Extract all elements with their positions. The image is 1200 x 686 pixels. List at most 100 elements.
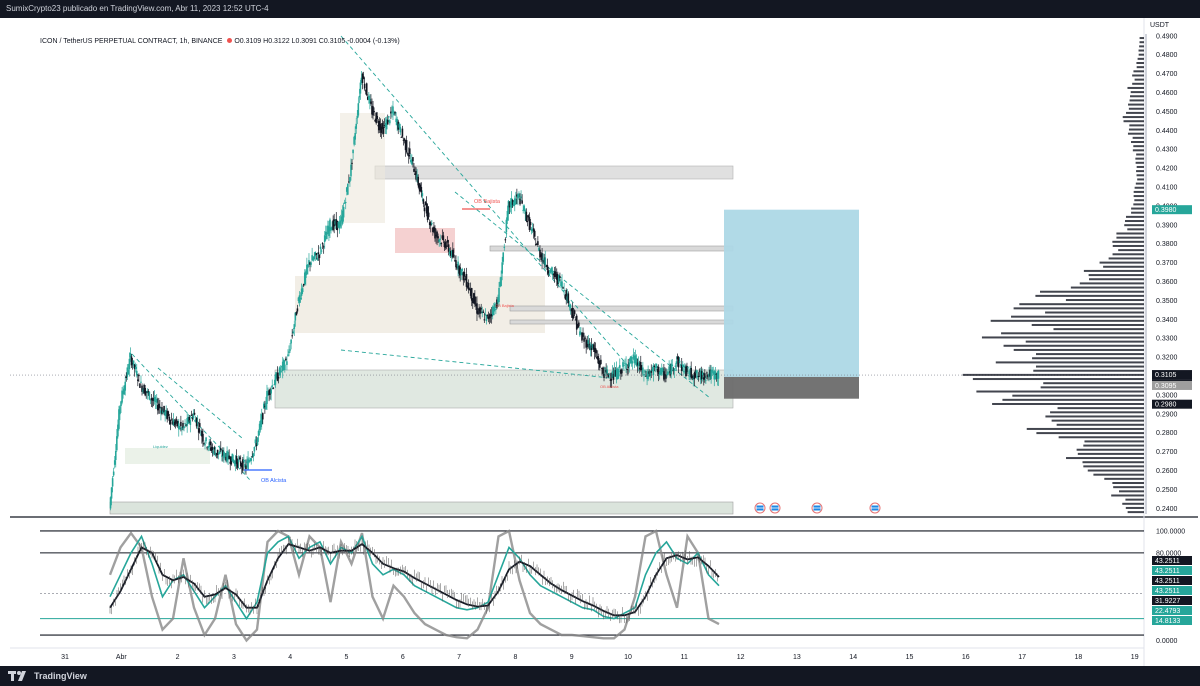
candle-body (156, 405, 159, 411)
volume-profile-bar (1126, 111, 1144, 114)
volume-profile-bar (1093, 473, 1144, 476)
trendline-lower (340, 349, 611, 379)
event-flag-icon (754, 502, 766, 514)
candle-body (130, 356, 133, 366)
candle-body (148, 391, 151, 400)
candle-body (494, 304, 496, 308)
price-axis-tick: 0.3500 (1156, 298, 1178, 305)
candle-body (501, 262, 503, 274)
candle-body (652, 365, 655, 376)
candle-body (114, 451, 117, 461)
candle-body (671, 364, 674, 366)
tradingview-logo-icon (8, 671, 26, 681)
candle-body (483, 319, 486, 321)
candle-body (638, 367, 641, 370)
candle-body (646, 376, 648, 379)
candle-body (463, 271, 466, 277)
candle-body (150, 398, 153, 401)
candle-body (375, 112, 377, 124)
volume-profile-bar (1116, 236, 1144, 239)
time-axis-tick: 12 (737, 654, 745, 661)
candle-body (602, 367, 604, 374)
candle-body (331, 226, 333, 231)
candle-body (657, 366, 660, 375)
candle-body (246, 461, 248, 463)
candle-body (611, 371, 614, 378)
base-zone (109, 501, 734, 515)
candle-body (487, 316, 490, 320)
candle-body (688, 375, 690, 377)
event-flag-icon (869, 502, 881, 514)
volume-profile-bar (1127, 86, 1144, 89)
candle-body (347, 183, 349, 195)
volume-profile-bar (962, 373, 1144, 376)
volume-profile-bar (1013, 307, 1144, 310)
volume-profile-bar (1025, 340, 1144, 343)
supply-zone-3 (509, 319, 734, 325)
candle-body (236, 459, 239, 468)
price-axis-tick: 0.2700 (1156, 449, 1178, 456)
candle-body (370, 101, 372, 104)
candle-body (503, 246, 506, 248)
target-price-tag-bg (1152, 205, 1192, 215)
scrollbar-track (1145, 34, 1147, 514)
candle-body (575, 315, 578, 330)
candle-body (357, 103, 360, 116)
candle-body (110, 487, 113, 499)
candle-body (166, 410, 169, 420)
candle-body (677, 356, 680, 368)
candle-body (398, 123, 401, 128)
volume-profile-bar (1112, 253, 1144, 256)
candle-body (442, 235, 445, 241)
candle-body (282, 359, 285, 365)
candle-body (584, 337, 586, 339)
candle-body (152, 397, 155, 401)
candle-body (183, 426, 185, 429)
candle-body (504, 239, 507, 241)
long-position-stop (724, 376, 859, 399)
candle-body (693, 373, 696, 380)
candle-body (562, 287, 564, 289)
candle-body (326, 233, 328, 240)
candle-body (206, 447, 208, 449)
candle-body (271, 385, 274, 387)
candle-body (395, 118, 397, 122)
candle-body (113, 460, 116, 465)
volume-profile-bar (1129, 124, 1144, 127)
candle-body (233, 460, 236, 463)
candle-body (120, 401, 122, 407)
candle-body (286, 361, 288, 365)
candle-body (188, 416, 191, 422)
candle-body (558, 274, 560, 283)
candle-body (205, 437, 207, 442)
candle-body (323, 235, 326, 243)
candle-body (530, 228, 533, 232)
candle-body (122, 391, 124, 394)
chart-canvas[interactable]: OB Bajista OB Alcista Liquidez OB Bajista OB… (10, 18, 1198, 666)
target-price-tag: 0.3980 (1155, 207, 1177, 214)
volume-profile-bar (1136, 61, 1144, 64)
candle-body (342, 206, 345, 218)
candle-body (144, 388, 146, 396)
candle-body (529, 221, 532, 226)
volume-profile-bar (1058, 436, 1144, 439)
candle-body (695, 370, 698, 374)
candle-body (187, 417, 190, 424)
time-axis-tick: 8 (513, 654, 517, 661)
candle-body (310, 262, 312, 265)
price-axis-tick: 0.3700 (1156, 260, 1178, 267)
candle-body (591, 344, 594, 349)
candle-body (639, 362, 642, 371)
volume-profile-bar (1134, 78, 1144, 81)
volume-profile-bar (1065, 299, 1144, 302)
candle-body (381, 123, 384, 129)
candle-body (266, 391, 268, 404)
brand-bar: TradingView (0, 666, 1200, 686)
candle-body (201, 430, 203, 437)
candle-body (623, 365, 625, 367)
candle-body (358, 95, 361, 98)
candle-body (425, 203, 428, 214)
candle-body (588, 343, 591, 349)
volume-profile-bar (1124, 224, 1144, 227)
volume-profile-bar (1136, 165, 1144, 168)
